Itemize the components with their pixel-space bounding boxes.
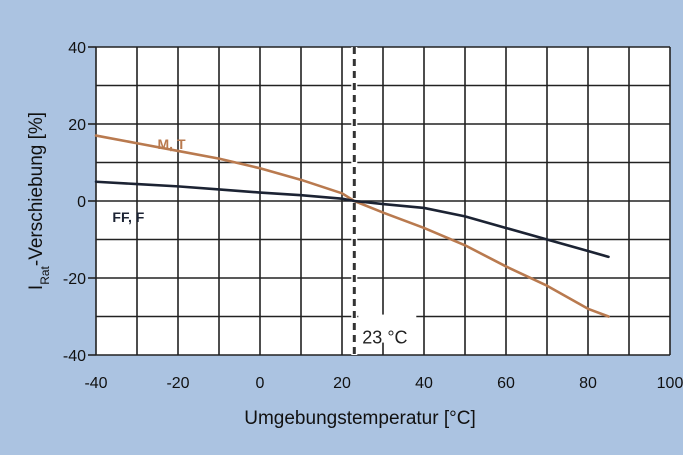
x-tick-label: 0 bbox=[256, 375, 265, 392]
x-tick-label: 80 bbox=[579, 375, 597, 392]
x-tick-label: -40 bbox=[84, 375, 107, 392]
x-axis-label: Umgebungstemperatur [°C] bbox=[244, 408, 475, 429]
x-tick-label: 100 bbox=[657, 375, 683, 392]
y-axis-label-main: I bbox=[26, 285, 47, 290]
y-tick-label: 0 bbox=[77, 194, 86, 211]
x-tick-label: 60 bbox=[497, 375, 515, 392]
x-tick-label: 20 bbox=[333, 375, 351, 392]
x-tick-labels: -40 -20 0 20 40 60 80 100 bbox=[84, 375, 683, 392]
y-axis-label-rest: -Verschiebung [%] bbox=[26, 112, 47, 266]
y-tick-label: -20 bbox=[63, 271, 86, 288]
y-tick-label: 40 bbox=[68, 40, 86, 57]
y-axis-label: IRat-Verschiebung [%] bbox=[26, 112, 52, 290]
series-label-2: FF, F bbox=[112, 209, 144, 225]
y-tick-labels: 40 20 0 -20 -40 bbox=[63, 40, 86, 365]
y-tick-label: 20 bbox=[68, 117, 86, 134]
series-line-2 bbox=[94, 180, 610, 259]
y-tick-label: -40 bbox=[63, 348, 86, 365]
x-tick-label: -20 bbox=[166, 375, 189, 392]
reference-line-label: 23 °C bbox=[362, 327, 407, 347]
grid-horizontal bbox=[88, 46, 670, 356]
y-axis-label-sub: Rat bbox=[38, 265, 52, 284]
reference-label-bg bbox=[358, 314, 417, 343]
series-group: M, T FF, F bbox=[94, 134, 610, 318]
x-tick-label: 40 bbox=[415, 375, 433, 392]
series-label-1: M, T bbox=[158, 136, 186, 152]
